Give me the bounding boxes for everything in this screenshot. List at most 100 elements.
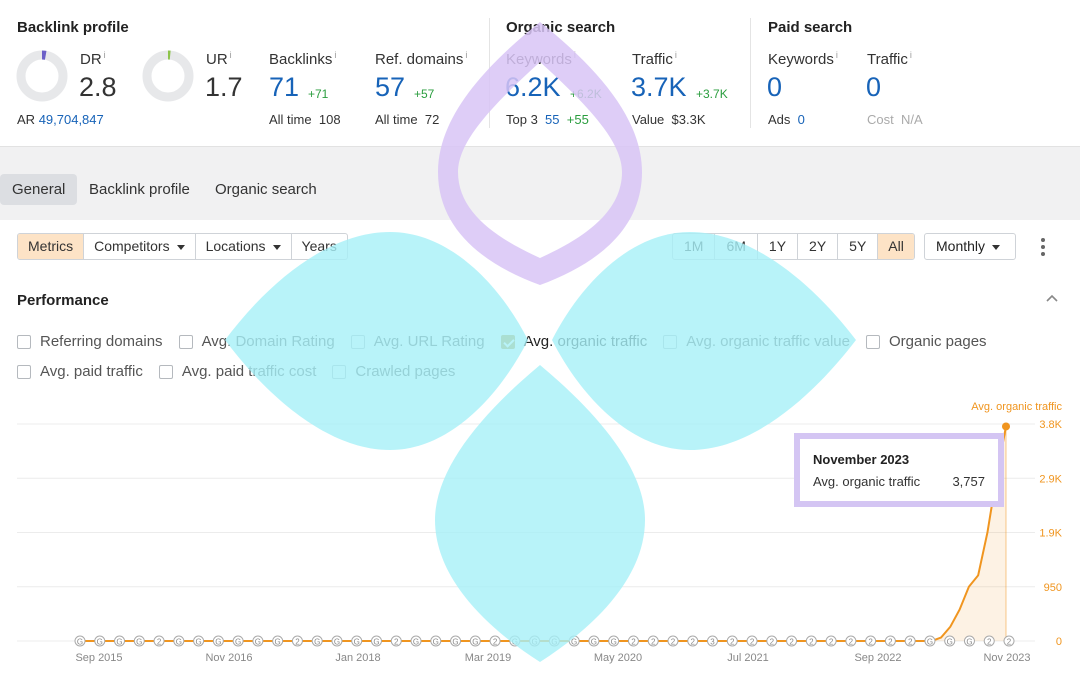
info-icon[interactable]: i xyxy=(674,50,677,60)
performance-title: Performance xyxy=(17,292,109,309)
annotation-marker-label: G xyxy=(275,638,281,647)
chevron-up-icon[interactable] xyxy=(1046,294,1058,302)
checkbox-avg-organic-traffic[interactable]: Avg. organic traffic xyxy=(500,333,648,350)
organic-top3: Top 3 55 +55 xyxy=(506,112,589,127)
annotation-marker-label: 2 xyxy=(770,638,775,647)
annotation-marker xyxy=(687,635,699,647)
annotation-marker xyxy=(983,635,995,647)
paid-keywords-label: Keywords i xyxy=(768,50,838,68)
annotation-marker xyxy=(311,635,323,647)
ar-value[interactable]: 49,704,847 xyxy=(38,112,104,127)
annotation-marker xyxy=(153,635,165,647)
info-icon[interactable]: i xyxy=(909,50,912,60)
checkbox[interactable] xyxy=(865,334,880,349)
annotation-marker xyxy=(825,635,837,647)
overview-stats: Backlink profile DR i 2.8 UR i 1.7 AR 49,7… xyxy=(0,0,1080,147)
ref-domains-label: Ref. domains i xyxy=(375,50,468,68)
y-tick-label: 1.9K xyxy=(1039,528,1062,540)
info-icon[interactable]: i xyxy=(835,50,838,60)
organic-keywords-value[interactable]: 6.2K xyxy=(505,72,561,102)
series-point xyxy=(1002,422,1010,431)
range-1m[interactable]: 1M xyxy=(673,234,716,259)
annotation-marker-label: G xyxy=(354,638,360,647)
caret-down-icon xyxy=(272,244,281,250)
ref-domains-value[interactable]: 57 xyxy=(375,72,406,102)
backlinks-value[interactable]: 71 xyxy=(269,72,300,102)
tooltip-value: 3,757 xyxy=(952,474,985,489)
annotation-marker-label: G xyxy=(531,638,537,647)
checkbox-label: Avg. paid traffic xyxy=(40,363,143,380)
checkbox-label: Avg. organic traffic xyxy=(523,333,648,350)
annotation-marker xyxy=(647,635,659,647)
series-label: Avg. organic traffic xyxy=(971,401,1062,413)
annotation-marker xyxy=(331,635,343,647)
x-tick-label: Jan 2018 xyxy=(335,652,380,664)
competitors-dropdown[interactable]: Competitors xyxy=(84,234,196,259)
checkbox-crawled-pages[interactable]: Crawled pages xyxy=(332,363,455,380)
checkbox-checked[interactable] xyxy=(500,334,515,349)
annotation-marker-label: G xyxy=(314,638,320,647)
more-options-icon[interactable] xyxy=(1037,236,1049,258)
checkbox[interactable] xyxy=(158,364,173,379)
annotation-marker xyxy=(766,635,778,647)
checkbox-avg-organic-traffic-value[interactable]: Avg. organic traffic value xyxy=(663,333,850,350)
ur-label: UR i xyxy=(206,50,232,68)
checkbox[interactable] xyxy=(350,334,365,349)
paid-keywords-value[interactable]: 0 xyxy=(767,72,783,102)
checkbox-label: Avg. paid traffic cost xyxy=(181,363,317,380)
paid-traffic-value[interactable]: 0 xyxy=(866,72,882,102)
annotation-marker-label: 2 xyxy=(908,638,913,647)
checkbox-referring-domains[interactable]: Referring domains xyxy=(17,333,163,350)
annotation-marker xyxy=(1003,635,1015,647)
checkbox[interactable] xyxy=(178,334,193,349)
checkbox-avg-domain-rating[interactable]: Avg. Domain Rating xyxy=(178,333,335,350)
checkbox[interactable] xyxy=(332,364,347,379)
annotation-marker-label: 2 xyxy=(671,638,676,647)
organic-traffic-value[interactable]: 3.7K xyxy=(631,72,687,102)
metrics-button[interactable]: Metrics xyxy=(18,234,85,259)
x-tick-label: Nov 2023 xyxy=(983,652,1030,664)
tooltip-title: November 2023 xyxy=(813,452,910,467)
annotation-marker-label: G xyxy=(235,638,241,647)
annotation-marker xyxy=(924,635,936,647)
checkbox-organic-pages[interactable]: Organic pages xyxy=(865,333,987,350)
tab-organic-search[interactable]: Organic search xyxy=(215,181,317,198)
y-tick-label: 2.9K xyxy=(1039,473,1062,485)
annotation-marker-label: G xyxy=(433,638,439,647)
checkbox[interactable] xyxy=(17,364,31,379)
backlinks-alltime: All time 108 xyxy=(269,112,341,127)
annotation-marker-label: 2 xyxy=(987,638,992,647)
range-2y[interactable]: 2Y xyxy=(798,234,839,259)
range-1y[interactable]: 1Y xyxy=(758,234,799,259)
interval-dropdown[interactable]: Monthly xyxy=(924,233,1016,260)
annotation-marker-label: 2 xyxy=(394,638,399,647)
checkbox[interactable] xyxy=(663,334,678,349)
tab-general[interactable]: General xyxy=(0,174,78,205)
annotation-marker-label: 2 xyxy=(631,638,636,647)
info-icon[interactable]: i xyxy=(465,50,468,60)
info-icon[interactable]: i xyxy=(334,50,337,60)
annotation-marker xyxy=(74,635,86,647)
tab-backlink-profile[interactable]: Backlink profile xyxy=(89,181,190,198)
annotation-marker xyxy=(272,635,284,647)
range-all[interactable]: All xyxy=(878,234,914,259)
info-icon[interactable]: i xyxy=(573,50,576,60)
annotation-marker xyxy=(173,635,185,647)
checkbox-avg-paid-traffic-cost[interactable]: Avg. paid traffic cost xyxy=(158,363,317,380)
years-button[interactable]: Years xyxy=(301,238,337,254)
annotation-marker xyxy=(193,635,205,647)
info-icon[interactable]: i xyxy=(103,50,106,60)
checkbox-avg-url-rating[interactable]: Avg. URL Rating xyxy=(350,333,485,350)
info-icon[interactable]: i xyxy=(229,50,232,60)
annotation-marker-label: G xyxy=(116,638,122,647)
ur-value: 1.7 xyxy=(205,72,243,102)
annotation-marker xyxy=(252,635,264,647)
annotation-marker-label: G xyxy=(927,638,933,647)
locations-dropdown[interactable]: Locations xyxy=(196,234,292,259)
checkbox-avg-paid-traffic[interactable]: Avg. paid traffic xyxy=(17,363,143,380)
y-tick-label: 950 xyxy=(1044,582,1062,594)
checkbox[interactable] xyxy=(17,334,31,349)
range-6m[interactable]: 6M xyxy=(715,234,758,259)
divider xyxy=(489,18,490,128)
range-5y[interactable]: 5Y xyxy=(838,234,879,259)
